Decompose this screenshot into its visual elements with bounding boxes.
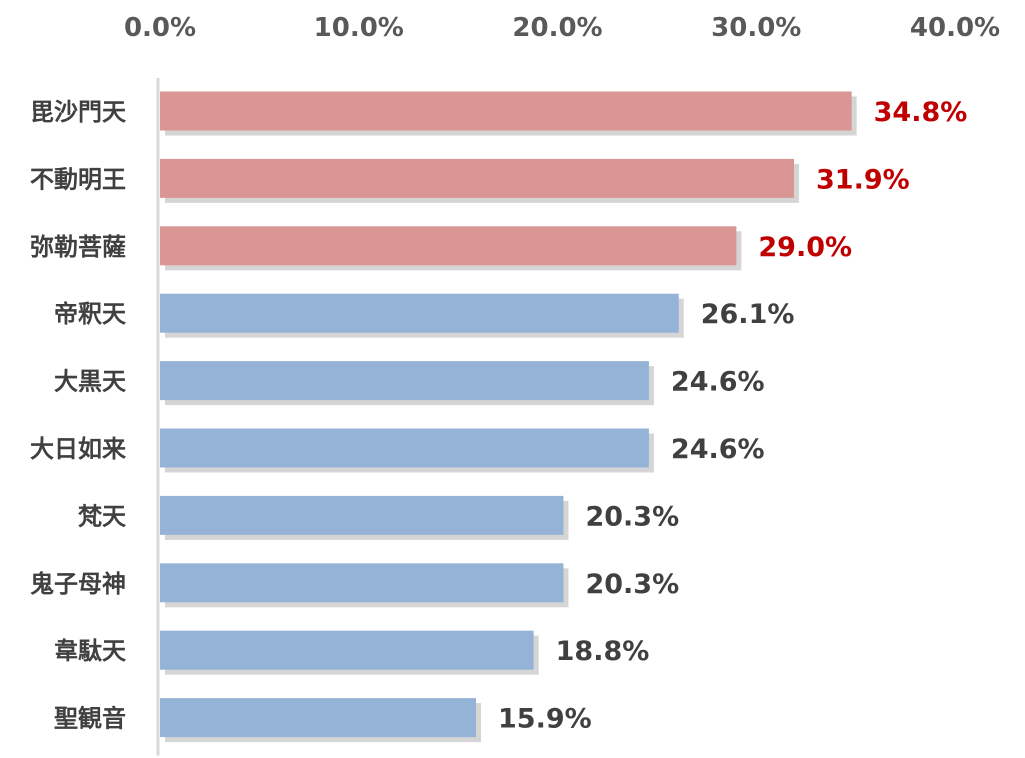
bar	[160, 495, 564, 535]
category-label: 不動明王	[30, 165, 126, 193]
x-tick-label: 10.0%	[314, 13, 404, 43]
data-label: 26.1%	[701, 299, 795, 330]
bar	[160, 226, 737, 266]
bar	[160, 91, 852, 131]
x-tick-label: 40.0%	[910, 13, 1000, 43]
x-tick-label: 20.0%	[512, 13, 602, 43]
category-label: 梵天	[78, 502, 126, 530]
category-label: 鬼子母神	[30, 570, 126, 598]
bar	[160, 428, 649, 468]
data-label: 18.8%	[556, 636, 650, 667]
category-label: 大黒天	[54, 368, 126, 396]
x-tick-label: 30.0%	[711, 13, 801, 43]
category-label: 大日如来	[30, 435, 127, 463]
x-axis-ticks: 0.0% 10.0% 20.0% 30.0% 40.0%	[124, 13, 1000, 43]
bar	[160, 563, 564, 603]
bar	[160, 630, 534, 670]
data-label: 20.3%	[585, 501, 679, 532]
category-label: 聖観音	[54, 705, 126, 733]
x-tick-label: 0.0%	[124, 13, 196, 43]
data-label: 31.9%	[816, 164, 910, 195]
data-label: 15.9%	[498, 704, 592, 735]
data-label: 24.6%	[671, 434, 765, 465]
category-label: 帝釈天	[54, 300, 126, 328]
bar	[160, 158, 795, 198]
data-label: 29.0%	[758, 232, 852, 263]
bar	[160, 361, 649, 401]
bar	[160, 293, 679, 333]
category-label: 弥勒菩薩	[30, 233, 126, 261]
bar	[160, 698, 477, 738]
data-label: 34.8%	[874, 97, 968, 128]
data-labels: 34.8% 31.9% 29.0% 26.1% 24.6% 24.6% 20.3% 20.3%…	[498, 97, 967, 735]
data-label: 24.6%	[671, 367, 765, 398]
category-label: 韋駄天	[54, 637, 126, 665]
data-label: 20.3%	[585, 569, 679, 600]
category-label: 毘沙門天	[30, 98, 126, 126]
bars	[160, 91, 852, 738]
